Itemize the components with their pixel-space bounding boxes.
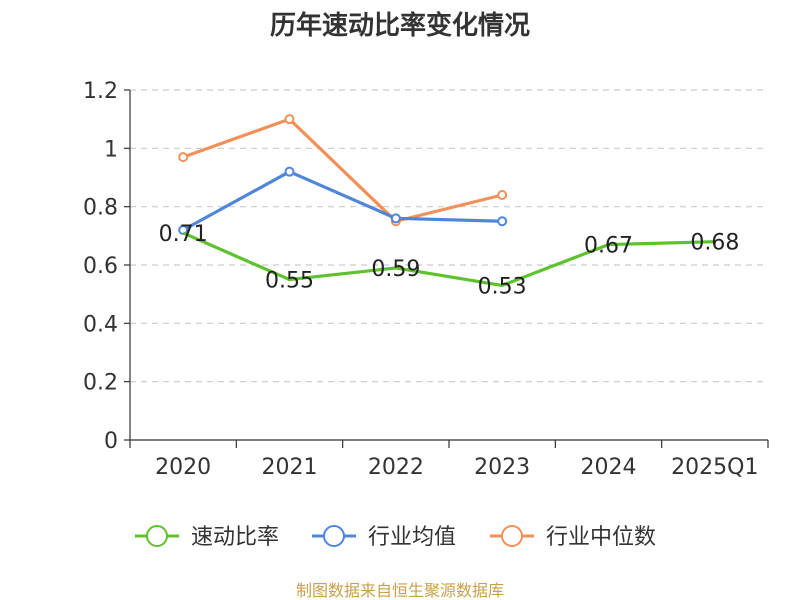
y-tick-label: 0.4 [83,312,118,337]
legend-marker [501,525,523,547]
y-tick-label: 1.2 [83,79,118,104]
data-labels: 0.71 0.55 0.59 0.53 0.67 0.68 [159,222,740,299]
data-label: 0.71 [159,222,208,247]
y-tick-label: 0.2 [83,371,118,396]
series-point-1 [497,216,508,227]
y-tick-label: 0.8 [83,196,118,221]
legend-label: 行业均值 [368,525,456,550]
series-point-2 [178,152,189,163]
data-label: 0.68 [690,231,739,256]
data-label: 0.67 [584,234,633,259]
source-note: 制图数据来自恒生聚源数据库 [296,581,504,600]
legend-label: 速动比率 [191,525,279,550]
series-line-0 [182,231,715,288]
legend-marker [146,525,168,547]
chart-title: 历年速动比率变化情况 [270,10,530,41]
x-tick-label: 2024 [581,455,637,480]
data-label: 0.53 [478,274,527,299]
legend-label: 行业中位数 [546,525,656,550]
x-tick-label: 2023 [474,455,530,480]
y-tick-label: 1 [104,137,118,162]
legend-marker [323,525,345,547]
x-tick-label: 2021 [262,455,318,480]
series-point-2 [497,190,508,200]
data-label: 0.55 [265,269,314,294]
series-point-1 [284,166,295,177]
y-tick-label: 0 [104,429,118,454]
data-label: 0.59 [371,257,420,282]
x-tick-label: 2022 [368,455,424,480]
x-tick-label: 2020 [155,455,211,480]
y-tick-label: 0.6 [83,254,118,279]
axes: 0 0.2 0.4 0.6 0.8 1 1.2 2020 2021 2022 2023 2024 202… [83,79,769,480]
legend: 速动比率 行业均值 行业中位数 [135,525,656,550]
grid-lines [130,89,768,383]
x-tick-label: 2025Q1 [671,455,758,480]
series-group [178,114,715,288]
series-point-2 [284,114,295,125]
series-line-2 [182,117,503,223]
series-point-1 [390,213,401,224]
series-line-1 [182,170,503,232]
